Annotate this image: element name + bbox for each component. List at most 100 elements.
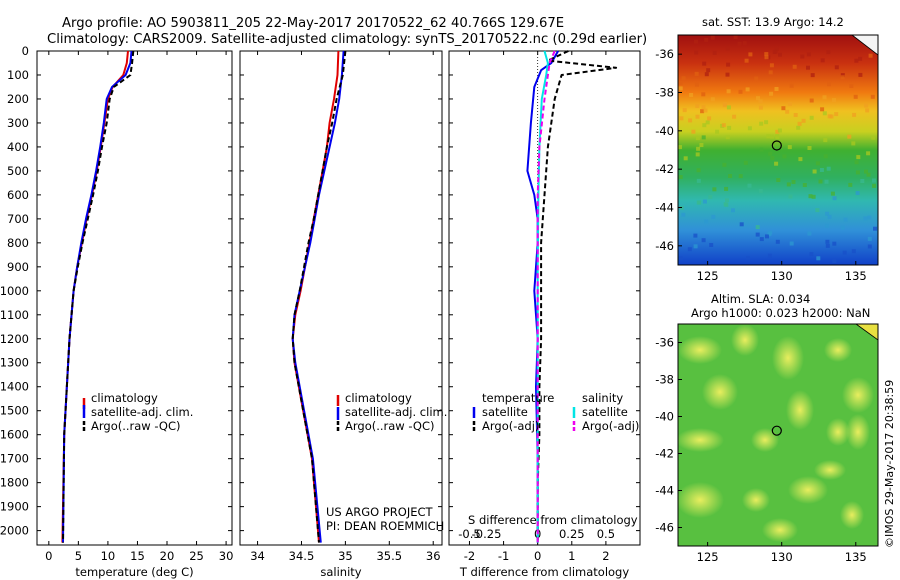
sst-pixel — [739, 222, 744, 227]
sst-pixel — [774, 87, 779, 91]
sst-pixel — [755, 225, 760, 230]
figure-title-line1: Argo profile: AO 5903811_205 22-May-2017… — [62, 16, 564, 31]
sst-pixel — [746, 255, 750, 260]
sst-pixel — [738, 174, 743, 179]
sst-pixel — [788, 101, 792, 106]
depth-tick-label: 1600 — [0, 428, 29, 442]
sst-pixel — [832, 196, 837, 201]
sst-pixel — [759, 121, 764, 126]
sst-pixel — [694, 82, 699, 87]
x-tick-label: 25 — [189, 549, 204, 563]
lon-tick-label: 125 — [697, 269, 719, 283]
sst-pixel — [732, 114, 737, 119]
x-tick-label: 0 — [534, 549, 541, 563]
sst-pixel — [792, 64, 797, 69]
sst-pixel — [825, 243, 830, 248]
s-tick-label: 0.5 — [597, 527, 615, 541]
sst-pixel — [787, 145, 792, 150]
sst-pixel — [826, 50, 831, 55]
sst-pixel — [867, 236, 872, 241]
sla-anomaly-patch — [842, 377, 874, 413]
sst-pixel — [688, 118, 693, 123]
sst-pixel — [744, 58, 749, 63]
sla-anomaly-patch — [678, 428, 724, 452]
sst-float-marker — [771, 140, 782, 151]
sla-frame — [677, 323, 879, 547]
sst-pixel — [853, 94, 858, 99]
legend-label-temp-argo: Argo(-adj) — [482, 419, 539, 433]
legend-label-temp-satellite: satellite — [482, 405, 528, 419]
depth-tick-label: 800 — [7, 236, 29, 250]
sst-pixel — [776, 178, 781, 182]
x-tick-label: 34 — [250, 549, 265, 563]
sla-anomaly-patch — [788, 476, 828, 504]
sst-pixel — [769, 91, 774, 96]
sst-pixel — [683, 156, 688, 161]
sst-pixel — [815, 161, 820, 166]
credit-project: US ARGO PROJECT — [326, 505, 434, 519]
sst-pixel — [867, 215, 872, 220]
sst-pixel — [695, 114, 700, 119]
sst-pixel — [777, 128, 782, 133]
x-tick-label: 36 — [426, 549, 441, 563]
sla-anomaly-patch — [846, 414, 870, 450]
lat-tick-label: -46 — [655, 239, 674, 253]
plot-frame — [239, 50, 443, 546]
lon-tick-label: 135 — [845, 550, 867, 564]
credit-pi: PI: DEAN ROEMMICH — [326, 519, 444, 533]
sst-pixel — [712, 187, 717, 192]
sst-pixel — [818, 179, 823, 184]
temperature-panel: 0 5 10 15 20 25 30 temperature (deg C) — [36, 50, 233, 579]
sst-pixel — [726, 105, 731, 110]
legend-label-climatology: climatology — [91, 391, 158, 405]
lat-tick-label: -40 — [655, 410, 674, 424]
sst-pixel — [710, 35, 715, 40]
sst-pixel — [710, 97, 715, 102]
lat-tick-label: -40 — [655, 124, 674, 138]
sst-pixel — [696, 168, 701, 173]
depth-tick-label: 300 — [7, 116, 29, 130]
depth-tick-label: 100 — [7, 68, 29, 82]
x-tick-label: 15 — [130, 549, 145, 563]
sst-pixel — [733, 35, 738, 39]
sst-pixel — [711, 214, 716, 219]
sst-pixel — [854, 160, 859, 165]
sst-pixel — [702, 61, 707, 66]
sst-pixel — [789, 83, 794, 88]
depth-tick-label: 1500 — [0, 404, 29, 418]
sst-pixel — [873, 226, 877, 231]
sst-frame — [677, 34, 879, 266]
x-axis-label: temperature (deg C) — [75, 565, 193, 579]
sst-pixel — [724, 186, 729, 191]
imos-stamp: ©IMOS 29-May-2017 20:38:59 — [883, 380, 896, 548]
sst-pixel — [802, 183, 807, 187]
sst-pixel — [707, 116, 712, 121]
lat-tick-label: -42 — [655, 162, 674, 176]
sst-pixel — [809, 252, 814, 257]
sst-pixel — [800, 54, 805, 59]
sst-pixel — [694, 71, 699, 76]
x-tick-label: 34.5 — [289, 549, 315, 563]
sst-pixel — [706, 68, 711, 73]
lat-tick-label: -44 — [655, 484, 674, 498]
sst-pixel — [788, 194, 793, 199]
sst-pixel — [725, 198, 729, 203]
sst-pixel — [745, 87, 750, 92]
sst-pixel — [855, 170, 860, 175]
depth-tick-label: 500 — [7, 164, 29, 178]
sst-pixel — [747, 126, 752, 131]
sst-pixel — [774, 161, 779, 166]
sst-pixel — [758, 105, 763, 110]
sst-pixel — [759, 147, 764, 152]
sst-pixel — [810, 73, 815, 78]
sst-pixel — [822, 111, 827, 116]
sst-pixel — [825, 239, 830, 244]
series-line-argo-raw-qc- — [62, 50, 135, 543]
sst-pixel — [704, 37, 709, 42]
sst-pixel — [689, 93, 694, 97]
sla-anomaly-patch — [762, 518, 798, 542]
sst-pixel — [770, 134, 774, 139]
sst-pixel — [726, 89, 731, 94]
sst-pixel — [785, 109, 790, 114]
legend-label-argo: Argo(..raw -QC) — [345, 419, 435, 433]
